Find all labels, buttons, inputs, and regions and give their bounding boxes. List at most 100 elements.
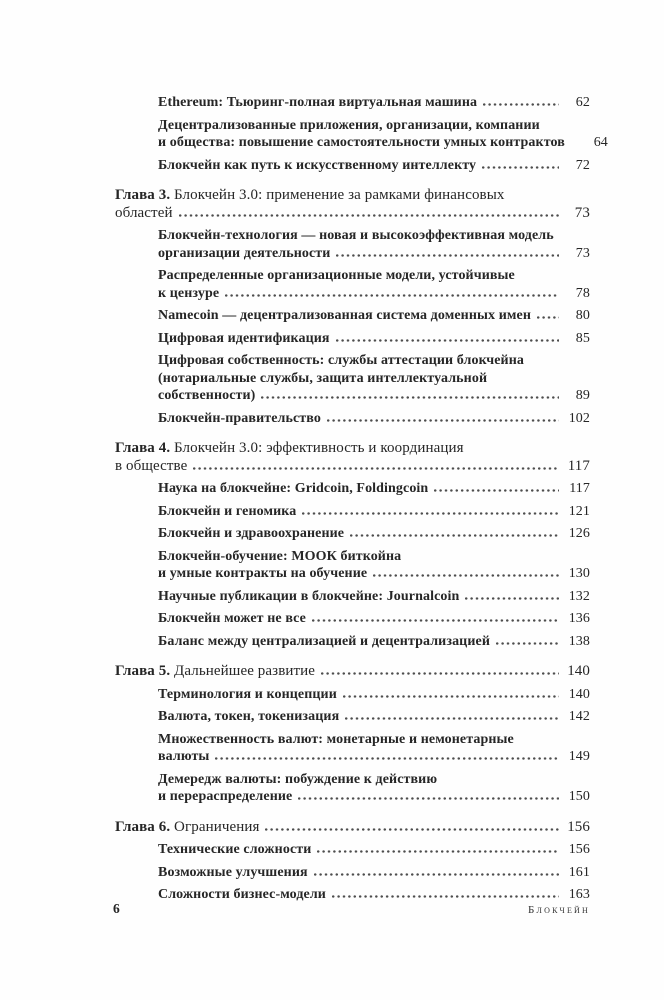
toc-entry: Глава 5. Дальнейшее развитие 140 [115,663,590,681]
entry-title: Ethereum: Тьюринг-полная виртуальная маш… [158,95,478,110]
toc-line: Глава 3. Блокчейн 3.0: применение за рам… [115,187,590,205]
toc-line: Валюта, токен, токенизация 142 [158,708,590,726]
chapter-label: Глава 6. [115,818,175,835]
entry-title: в обществе [115,457,188,474]
leader-dots [345,715,559,720]
entry-title: Распределенные организационные модели, у… [158,268,515,283]
entry-title: Блокчейн 3.0: эффективность и координаци… [174,440,464,456]
toc-line: к цензуре 78 [158,285,590,303]
toc-line: Наука на блокчейне: Gridcoin, Foldingcoi… [158,480,590,498]
entry-title: и перераспределение [158,789,293,804]
page-number: 117 [567,457,590,474]
toc-line: областей 73 [115,205,590,223]
page-number: 126 [568,526,590,541]
entry-title: Технические сложности [158,842,312,857]
toc-line: Научные публикации в блокчейне: Journalc… [158,588,590,606]
entry-title: Децентрализованные приложения, организац… [158,117,540,133]
toc-line: Блокчейн и здравоохранение 126 [158,525,590,543]
page-footer: 6 Блокчейн [113,901,590,917]
entry-title: Ограничения [174,818,260,835]
leader-dots [465,594,559,600]
toc-line: Блокчейн как путь к искусственному интел… [158,157,590,175]
entry-title: Наука на блокчейне: Gridcoin, Foldingcoi… [158,481,429,496]
page-number: 89 [575,388,590,403]
toc-entry: Терминология и концепции 140 [115,686,590,704]
entry-title: к цензуре [158,285,220,301]
page-number: 138 [568,633,590,649]
page-number: 73 [575,245,590,261]
entry-title: Научные публикации в блокчейне: Journalc… [158,588,460,604]
toc-line: Распределенные организационные модели, у… [158,267,590,285]
toc-line: Децентрализованные приложения, организац… [158,117,590,135]
entry-title: Блокчейн и здравоохранение [158,526,345,541]
entry-title: Демередж валюты: побуждение к действию [158,771,438,787]
toc-entry: Сложности бизнес-модели 163 [115,886,590,904]
toc-entry: Децентрализованные приложения, организац… [115,117,608,152]
toc-entry: Ethereum: Тьюринг-полная виртуальная маш… [115,94,590,112]
entry-title: организации деятельности [158,245,331,261]
toc-entry: Блокчейн как путь к искусственному интел… [115,157,590,175]
entry-title: валюты [158,749,210,764]
toc-entry: Научные публикации в блокчейне: Journalc… [115,588,590,606]
table-of-contents: Ethereum: Тьюринг-полная виртуальная маш… [115,94,608,904]
entry-title: и общества: повышение самостоятельности … [158,135,565,150]
page-number: 156 [568,842,590,857]
toc-line: Блокчейн-обучение: МООК биткойна [158,548,590,566]
toc-entry: Возможные улучшения 161 [115,864,590,882]
leader-dots [482,163,559,169]
toc-line: Множественность валют: монетарные и немо… [158,731,590,749]
leader-dots [321,670,559,675]
chapter-label: Глава 4. [115,440,175,456]
leader-dots [193,464,559,470]
toc-entry: Блокчейн может не все 136 [115,610,590,628]
toc-entry: Баланс между централизацией и децентрали… [115,633,590,651]
page-number: 73 [574,204,590,221]
toc-entry: Распределенные организационные модели, у… [115,267,590,302]
toc-entry: Цифровая идентификация 85 [115,330,590,348]
leader-dots [434,487,559,492]
toc-entry: Цифровая собственность: службы аттестаци… [115,352,590,405]
footer-page-number: 6 [113,901,120,916]
page-number: 102 [568,410,590,426]
page-number: 136 [568,611,590,626]
toc-line: Глава 6. Ограничения 156 [115,819,590,837]
toc-entry: Блокчейн и здравоохранение 126 [115,525,590,543]
entry-title: Namecoin — децентрализованная система до… [158,308,531,323]
page-number: 121 [568,503,590,519]
toc-entry: Блокчейн и геномика 121 [115,503,590,521]
entry-title: Цифровая идентификация [158,330,330,346]
toc-line: Демередж валюты: побуждение к действию [158,771,590,789]
leader-dots [373,572,559,577]
toc-line: Сложности бизнес-модели 163 [158,886,590,904]
chapter-label: Глава 3. [115,187,175,203]
toc-line: Баланс между централизацией и децентрали… [158,633,590,651]
page-number: 156 [567,818,590,835]
toc-entry: Глава 6. Ограничения 156 [115,819,590,837]
toc-line: собственности) 89 [158,387,590,405]
entry-title: Блокчейн может не все [158,611,306,626]
page-number: 117 [569,481,590,496]
toc-line: Блокчейн может не все 136 [158,610,590,628]
page-number: 149 [568,749,590,764]
page-number: 64 [593,135,608,150]
toc-line: и перераспределение 150 [158,788,590,806]
entry-title: Валюта, токен, токенизация [158,709,340,724]
leader-dots [298,795,559,800]
leader-dots [265,825,559,831]
page-number: 72 [575,157,590,173]
toc-line: Цифровая собственность: службы аттестаци… [158,352,590,370]
page-number: 161 [568,864,590,880]
toc-line: Блокчейн-правительство 102 [158,410,590,428]
entry-title: Цифровая собственность: службы аттестаци… [158,353,524,368]
toc-line: и умные контракты на обучение 130 [158,565,590,583]
leader-dots [350,532,559,537]
toc-entry: Namecoin — децентрализованная система до… [115,307,590,325]
entry-title: Баланс между централизацией и децентрали… [158,633,490,649]
toc-line: Глава 4. Блокчейн 3.0: эффективность и к… [115,440,590,458]
entry-title: Блокчейн 3.0: применение за рамками фина… [174,187,505,203]
toc-line: Технические сложности 156 [158,841,590,859]
toc-entry: Глава 4. Блокчейн 3.0: эффективность и к… [115,440,590,475]
toc-line: Namecoin — децентрализованная система до… [158,307,590,325]
page-number: 130 [568,566,590,581]
